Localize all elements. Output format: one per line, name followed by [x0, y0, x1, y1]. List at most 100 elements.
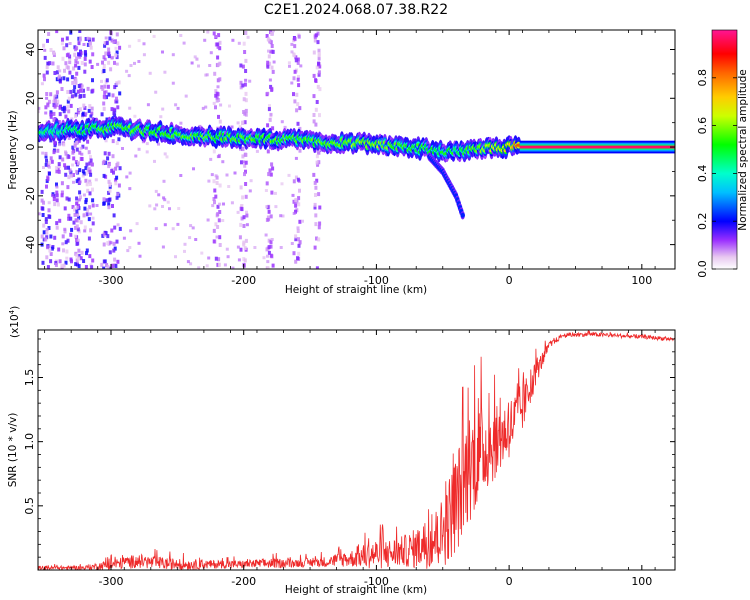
spectrogram-noise-cell [243, 163, 247, 168]
spectrogram-noise-cell [159, 115, 163, 119]
spectrogram-noise-cell [48, 160, 51, 165]
spectrogram-noise-cell [294, 259, 298, 264]
spectrogram-noise-cell [270, 65, 274, 70]
spectrogram-noise-cell [107, 179, 111, 184]
spectrogram-noise-cell [242, 224, 246, 228]
spectrogram-noise-cell [41, 151, 45, 155]
spectrogram-noise-cell [296, 102, 300, 107]
spectrogram-noise-cell [114, 264, 118, 268]
spectrogram-noise-cell [44, 217, 48, 222]
spectrogram-noise-cell [212, 149, 216, 154]
spectrogram-noise-cell [316, 84, 320, 89]
spectrogram-noise-cell [216, 45, 220, 49]
spectrogram-noise-cell [116, 192, 120, 197]
spectrogram-noise-cell [249, 179, 253, 183]
spectrogram-noise-cell [63, 163, 67, 168]
spectrogram-noise-cell [176, 106, 180, 110]
spectrogram-noise-cell [75, 169, 79, 174]
spectrogram-noise-cell [84, 197, 88, 202]
spectrogram-marks [38, 30, 675, 269]
spectrogram-noise-cell [270, 31, 274, 36]
spectrogram-noise-cell [298, 219, 302, 224]
spectrogram-noise-cell [179, 34, 183, 37]
spectrogram-noise-cell [57, 162, 61, 167]
spectrogram-noise-cell [315, 100, 319, 104]
spectrogram-noise-cell [50, 159, 54, 164]
spectrogram-noise-cell [264, 189, 268, 192]
spectrogram-noise-cell [41, 206, 45, 211]
spectrogram-noise-cell [80, 152, 84, 156]
spectrogram-noise-cell [201, 106, 205, 110]
spectrogram-noise-cell [218, 46, 222, 51]
spectrogram-noise-cell [68, 70, 72, 75]
spectrogram-noise-cell [103, 41, 107, 46]
spectrogram-noise-cell [198, 124, 202, 128]
spectrogram-noise-cell [87, 167, 91, 170]
spectrogram-noise-cell [49, 112, 53, 117]
spectrogram-noise-cell [317, 237, 321, 242]
spectrogram-noise-cell [242, 41, 246, 46]
spectrogram-noise-cell [65, 256, 69, 260]
spectrogram-noise-cell [107, 163, 111, 167]
spectrogram-noise-cell [265, 205, 269, 209]
spectrogram-noise-cell [163, 152, 167, 156]
spectrogram-noise-cell [45, 65, 49, 70]
y-tick-label: 40 [24, 43, 37, 57]
spectrogram-noise-cell [80, 84, 84, 88]
spectrogram-noise-cell [60, 264, 64, 269]
spectrogram-noise-cell [77, 264, 81, 269]
spectrogram-noise-cell [272, 30, 275, 33]
spectrogram-noise-cell [102, 106, 106, 111]
spectrogram-noise-cell [42, 43, 46, 48]
spectrogram-noise-cell [68, 42, 72, 45]
spectrogram-noise-cell [313, 180, 317, 185]
spectrogram-noise-cell [74, 59, 78, 63]
spectrogram-noise-cell [314, 185, 318, 190]
spectrogram-noise-cell [115, 239, 119, 244]
spectrogram-noise-cell [183, 249, 186, 253]
spectrogram-noise-cell [295, 108, 299, 113]
spectrogram-noise-cell [239, 222, 243, 227]
spectrogram-noise-cell [58, 259, 62, 264]
spectrogram-noise-cell [269, 253, 273, 258]
spectrogram-noise-cell [47, 32, 51, 36]
spectrogram-noise-cell [111, 55, 114, 59]
spectrogram-noise-cell [96, 62, 100, 66]
spectrogram-noise-cell [46, 163, 50, 168]
spectrogram-noise-cell [88, 169, 92, 174]
spectrogram-noise-cell [292, 211, 296, 215]
spectrogram-noise-cell [117, 183, 121, 188]
spectrogram-noise-cell [55, 169, 59, 174]
spectrogram-noise-cell [103, 84, 107, 89]
spectrogram-noise-cell [269, 214, 273, 219]
spectrogram-noise-cell [236, 210, 240, 214]
spectrogram-noise-cell [267, 209, 271, 214]
spectrogram-noise-cell [53, 104, 57, 109]
spectrogram-noise-cell [112, 111, 116, 116]
spectrogram-noise-cell [45, 255, 49, 260]
spectrogram-noise-cell [107, 92, 111, 97]
spectrogram-noise-cell [69, 103, 73, 108]
spectrogram-noise-cell [239, 185, 243, 190]
spectrogram-noise-cell [218, 183, 222, 188]
spectrogram-noise-cell [66, 99, 70, 104]
spectrogram-noise-cell [58, 78, 62, 83]
spectrogram-noise-cell [197, 266, 201, 269]
spectrogram-noise-cell [102, 101, 106, 106]
spectrogram-noise-cell [266, 215, 270, 220]
spectrogram-noise-cell [45, 235, 49, 240]
spectrogram-noise-cell [58, 112, 62, 117]
spectrogram-noise-cell [51, 194, 55, 197]
spectrogram-noise-cell [89, 228, 93, 233]
spectrogram-noise-cell [115, 141, 119, 145]
spectrogram-noise-cell [271, 69, 275, 74]
spectrogram-noise-cell [265, 34, 269, 38]
spectrogram-noise-cell [75, 179, 79, 184]
spectrogram-noise-cell [79, 220, 83, 225]
spectrogram-noise-cell [78, 94, 82, 99]
spectrogram-noise-cell [79, 256, 83, 261]
spectrogram-noise-cell [129, 64, 133, 67]
spectrogram-noise-cell [312, 172, 316, 177]
spectrogram-noise-cell [87, 150, 91, 155]
spectrogram-noise-cell [58, 105, 62, 110]
